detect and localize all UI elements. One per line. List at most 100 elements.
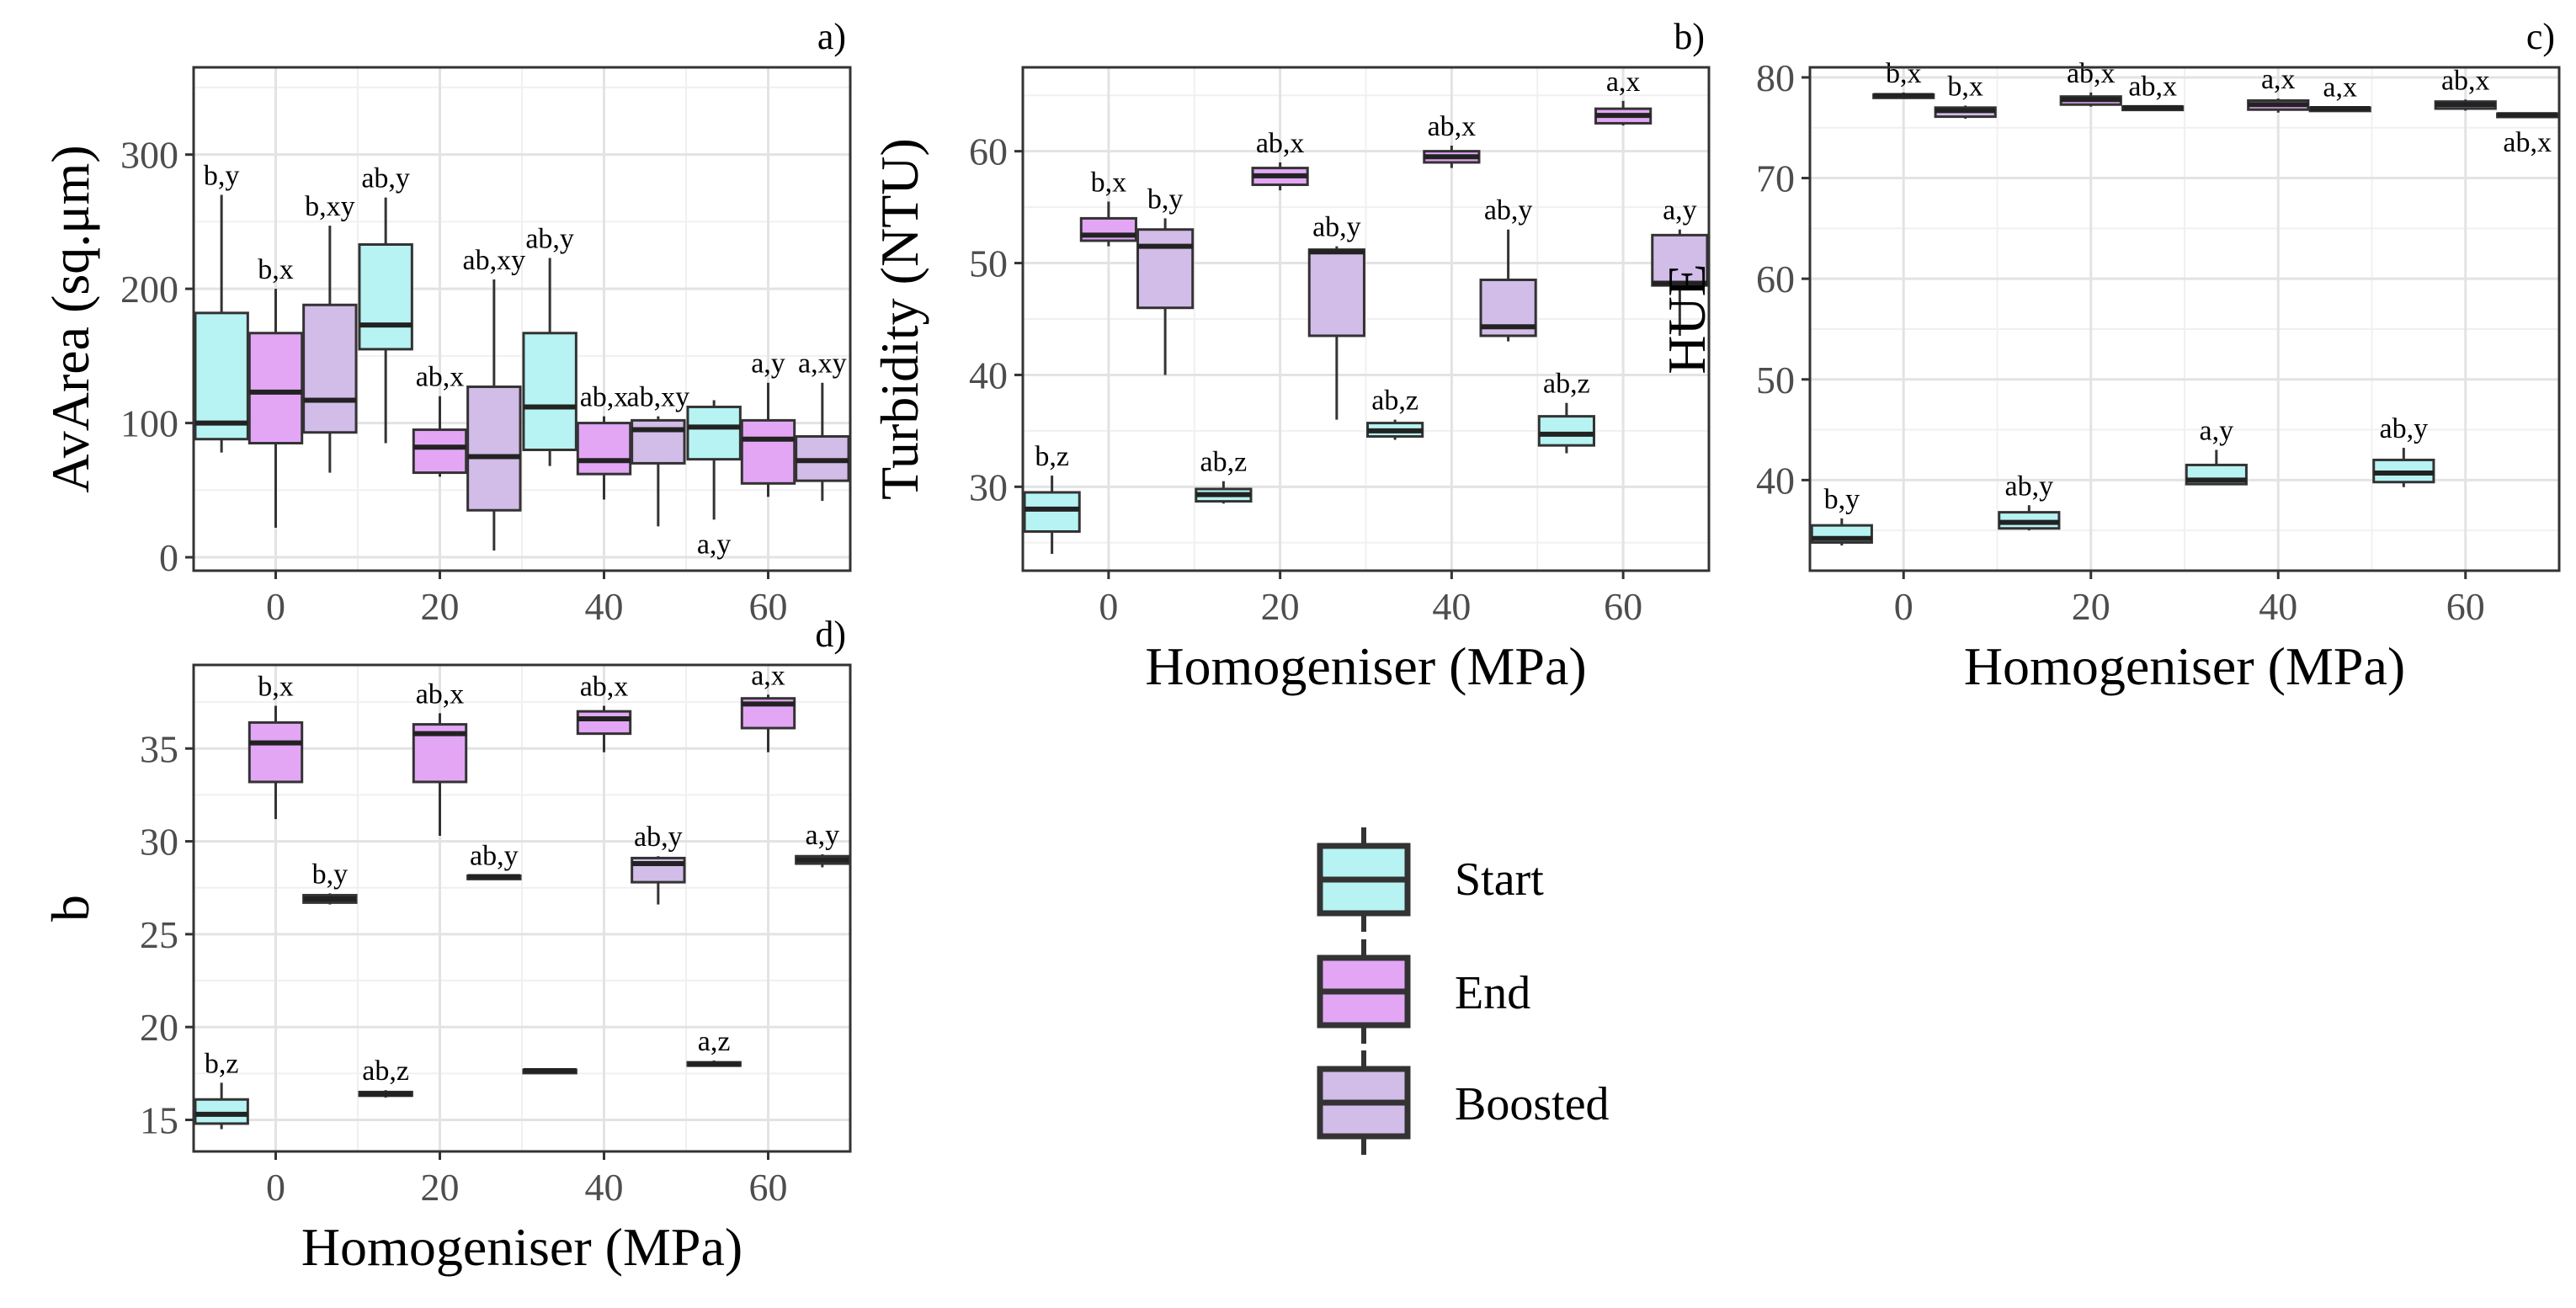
significance-label: b,x (258, 254, 294, 285)
x-tick-label: 0 (266, 1166, 285, 1209)
y-tick-label: 15 (140, 1098, 178, 1141)
significance-label: b,y (1824, 484, 1860, 515)
legend: Start End Boosted (1317, 827, 1610, 1155)
box-boosted-0: b,x (1934, 71, 1997, 119)
plot-border (1808, 66, 2561, 572)
x-tick-label: 60 (749, 1166, 788, 1209)
significance-label: ab,x (2503, 127, 2552, 158)
significance-label: ab,y (470, 840, 519, 871)
x-tick-label: 60 (2446, 585, 2485, 628)
significance-label: a,x (1606, 66, 1641, 98)
box-end-0: b,x (1872, 58, 1935, 99)
box-start-20: ab,y (1998, 471, 2061, 531)
x-tick-label: 40 (585, 1166, 624, 1209)
y-tick-label: 50 (1756, 359, 1795, 401)
x-tick-label: 20 (1261, 585, 1300, 628)
box-boosted-40: ab,y (1479, 195, 1537, 342)
box-boosted-0: b,y (1136, 183, 1195, 375)
significance-label: b,x (258, 672, 294, 703)
box-body (631, 418, 686, 465)
box-boosted-60: ab,x (2496, 112, 2559, 158)
y-tick-label: 0 (159, 536, 178, 579)
legend-label-boosted: Boosted (1455, 1078, 1610, 1130)
x-axis-title: Homogeniser (MPa) (1145, 636, 1586, 696)
x-tick-label: 40 (585, 585, 624, 628)
significance-label: ab,y (1312, 212, 1361, 243)
x-axis-title: Homogeniser (MPa) (1964, 636, 2405, 696)
y-axis-title: Turbidity (NTU) (870, 138, 929, 500)
significance-label: b,y (1147, 183, 1184, 215)
box-start-40: a,y (2185, 415, 2248, 486)
box-start-60: ab,y (2372, 413, 2435, 487)
box-body (1307, 248, 1365, 338)
y-tick-label: 80 (1756, 56, 1795, 99)
significance-label: ab,y (361, 163, 410, 194)
box-body (740, 418, 796, 485)
box-body (247, 332, 304, 445)
y-tick-label: 35 (140, 727, 178, 770)
significance-label: ab,z (1371, 385, 1418, 417)
box-start-20: ab,z (1195, 447, 1253, 504)
x-tick-label: 20 (2072, 585, 2110, 628)
significance-label: ab,x (1256, 128, 1305, 159)
box-start-40 (522, 1068, 577, 1075)
y-axis-title: b (40, 895, 100, 922)
legend-key-start (1317, 827, 1411, 932)
significance-label: a,y (697, 529, 732, 560)
box-body (466, 385, 522, 512)
box-end-60: a,y (740, 348, 796, 497)
x-tick-label: 0 (1099, 585, 1118, 628)
box-body (522, 332, 577, 451)
y-tick-label: 50 (969, 242, 1008, 285)
box-body (576, 422, 632, 476)
plot-border (1021, 66, 1711, 572)
significance-label: ab,y (634, 821, 683, 853)
y-tick-label: 200 (120, 268, 178, 311)
y-tick-label: 25 (140, 913, 178, 956)
significance-label: a,x (2323, 72, 2357, 104)
significance-label: ab,x (580, 382, 629, 413)
significance-label: ab,x (2441, 65, 2490, 96)
significance-label: ab,y (1484, 195, 1533, 226)
significance-label: ab,x (2067, 58, 2116, 89)
box-end-0: b,x (247, 254, 304, 528)
significance-label: ab,x (416, 678, 465, 710)
box-body (576, 710, 632, 736)
significance-label: b,z (1035, 441, 1069, 472)
box-boosted-60: a,y (1651, 195, 1709, 336)
y-tick-label: 60 (1756, 258, 1795, 300)
box-body (1136, 228, 1195, 310)
significance-label: a,y (751, 348, 785, 380)
significance-label: ab,xy (463, 245, 526, 276)
box-end-40: ab,x (1423, 111, 1481, 168)
box-body (1023, 491, 1081, 533)
box-end-20: ab,x (412, 678, 468, 836)
significance-label: ab,x (416, 362, 465, 393)
box-start-20: ab,z (358, 1055, 413, 1098)
plot-border (192, 663, 852, 1153)
box-body (1651, 233, 1709, 287)
significance-label: ab,x (1428, 111, 1477, 142)
box-end-40: ab,x (576, 382, 632, 500)
box-boosted-20: ab,xy (463, 245, 526, 551)
box-start-0: b,y (194, 160, 249, 453)
significance-label: ab,x (580, 672, 629, 703)
box-boosted-20: ab,x (2121, 71, 2185, 112)
y-tick-label: 300 (120, 134, 178, 177)
box-start-20: ab,y (358, 163, 413, 444)
panel-tag: c) (2526, 16, 2555, 57)
box-start-0: b,y (1810, 484, 1873, 546)
y-tick-label: 100 (120, 402, 178, 445)
significance-label: b,xy (305, 191, 355, 222)
y-tick-label: 30 (969, 465, 1008, 508)
significance-label: b,x (1091, 167, 1127, 198)
x-tick-label: 60 (1604, 585, 1642, 628)
significance-label: a,y (806, 820, 840, 851)
panel-tag: b) (1674, 16, 1705, 57)
box-body (358, 242, 413, 351)
box-start-60: a,y (686, 400, 742, 560)
box-end-40: a,x (2247, 64, 2310, 113)
